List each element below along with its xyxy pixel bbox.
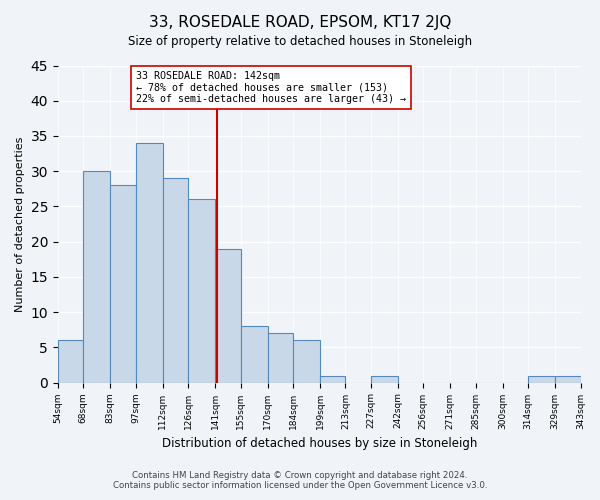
Text: Contains HM Land Registry data © Crown copyright and database right 2024.
Contai: Contains HM Land Registry data © Crown c… [113,470,487,490]
Bar [268,333,293,382]
Bar [320,376,346,382]
Text: 33 ROSEDALE ROAD: 142sqm
← 78% of detached houses are smaller (153)
22% of semi-: 33 ROSEDALE ROAD: 142sqm ← 78% of detach… [136,71,406,104]
Bar [58,340,83,382]
Bar [371,376,398,382]
Bar [241,326,268,382]
Y-axis label: Number of detached properties: Number of detached properties [15,136,25,312]
Bar [110,186,136,382]
Bar [293,340,320,382]
Text: 33, ROSEDALE ROAD, EPSOM, KT17 2JQ: 33, ROSEDALE ROAD, EPSOM, KT17 2JQ [149,15,451,30]
Bar [215,248,241,382]
Bar [555,376,581,382]
Bar [163,178,188,382]
X-axis label: Distribution of detached houses by size in Stoneleigh: Distribution of detached houses by size … [161,437,477,450]
Bar [136,143,163,382]
Bar [188,200,215,382]
Bar [83,171,110,382]
Bar [528,376,555,382]
Text: Size of property relative to detached houses in Stoneleigh: Size of property relative to detached ho… [128,35,472,48]
